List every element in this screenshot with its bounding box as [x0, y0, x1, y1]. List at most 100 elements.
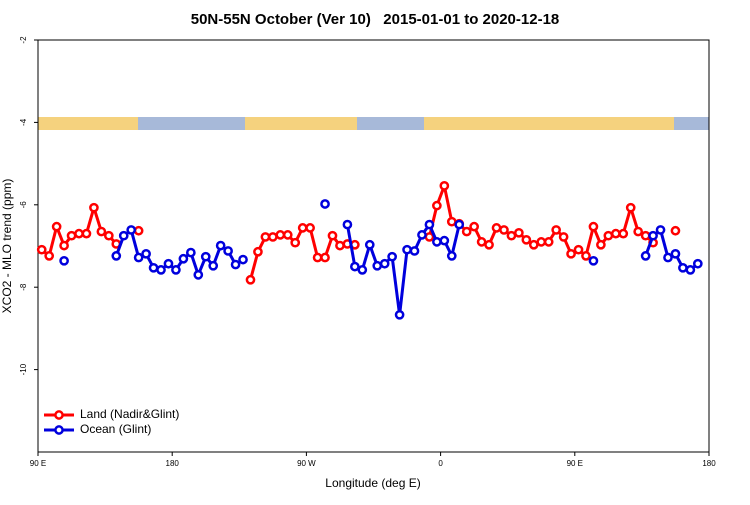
y-axis-label: XCO2 - MLO trend (ppm) [0, 179, 14, 314]
data-point [59, 240, 69, 251]
data-point [335, 240, 345, 251]
data-point [417, 230, 427, 240]
legend-label: Land (Nadir&Glint) [80, 407, 179, 421]
data-point [275, 230, 286, 240]
data-point [297, 223, 308, 233]
data-point [305, 223, 315, 233]
data-point [446, 216, 457, 227]
data-point [432, 200, 442, 211]
data-point [44, 251, 55, 261]
data-point [51, 221, 62, 232]
data-point [432, 237, 442, 247]
data-point [439, 180, 450, 191]
data-point [670, 225, 681, 236]
data-point [36, 244, 47, 255]
data-point [185, 247, 196, 258]
data-point [648, 230, 658, 241]
data-point [543, 237, 554, 247]
land-strip [424, 117, 674, 130]
data-point [178, 253, 189, 264]
x-tick-label: 90 E [30, 459, 46, 468]
data-point [74, 228, 84, 239]
data-point [439, 235, 450, 246]
data-point [260, 232, 271, 242]
data-point [588, 221, 599, 232]
data-point [625, 202, 636, 213]
data-point [394, 309, 405, 320]
data-point [148, 262, 159, 273]
data-point [268, 232, 278, 242]
data-point [208, 260, 219, 271]
legend-marker [54, 425, 64, 435]
y-tick-label: -10 [19, 363, 28, 375]
data-point [670, 248, 681, 259]
data-point [81, 228, 92, 239]
data-point [312, 252, 323, 263]
data-point [379, 258, 390, 269]
data-point [476, 237, 487, 247]
data-point [663, 252, 673, 263]
map-strip [38, 117, 709, 130]
data-point [454, 219, 465, 230]
data-point [89, 202, 99, 213]
data-point [133, 252, 144, 263]
data-point [484, 239, 494, 250]
data-point [193, 269, 204, 280]
data-point [103, 230, 114, 241]
data-point [446, 251, 457, 261]
data-point [409, 246, 420, 256]
data-point [96, 226, 107, 237]
x-axis-label: Longitude (deg E) [325, 476, 420, 490]
data-point [499, 225, 509, 235]
data-point [357, 265, 368, 275]
data-point [424, 232, 435, 242]
data-point [640, 251, 651, 261]
data-point [610, 228, 621, 239]
x-tick-label: 90 W [297, 459, 316, 468]
data-point [163, 258, 174, 269]
data-point [633, 226, 644, 237]
data-point [320, 252, 330, 263]
y-tick-label: -8 [19, 283, 28, 291]
legend-label: Ocean (Glint) [80, 422, 151, 436]
legend-marker [54, 410, 64, 420]
data-point [364, 239, 375, 250]
plot-frame [37, 39, 710, 453]
data-point [141, 248, 151, 259]
data-point [588, 255, 599, 266]
data-point [245, 274, 256, 285]
data-point [678, 262, 688, 273]
data-point [491, 223, 502, 233]
data-point [402, 244, 412, 255]
data-point [424, 219, 435, 230]
data-point [558, 232, 569, 242]
data-point [133, 225, 144, 236]
data-point [66, 230, 77, 241]
data-point [581, 251, 591, 261]
x-tick-label: 0 [438, 459, 443, 468]
y-tick-label: -6 [19, 201, 28, 209]
data-point [327, 230, 338, 241]
data-point [655, 225, 666, 235]
data-point [640, 230, 651, 241]
data-point [387, 251, 397, 262]
data-point [290, 237, 301, 248]
data-point [215, 240, 226, 251]
data-point [692, 258, 703, 269]
data-point [59, 255, 69, 266]
data-point [618, 228, 629, 239]
data-point [230, 259, 241, 270]
data-point [200, 251, 211, 262]
data-point [461, 226, 472, 237]
data-point [506, 230, 517, 241]
y-tick-label: -4 [19, 118, 28, 126]
data-point [566, 248, 576, 259]
data-point [223, 246, 233, 256]
data-point [551, 225, 562, 235]
data-point [528, 239, 539, 250]
data-point [342, 219, 353, 230]
data-point [536, 237, 547, 247]
land-strip [245, 117, 357, 130]
data-point [126, 225, 137, 235]
